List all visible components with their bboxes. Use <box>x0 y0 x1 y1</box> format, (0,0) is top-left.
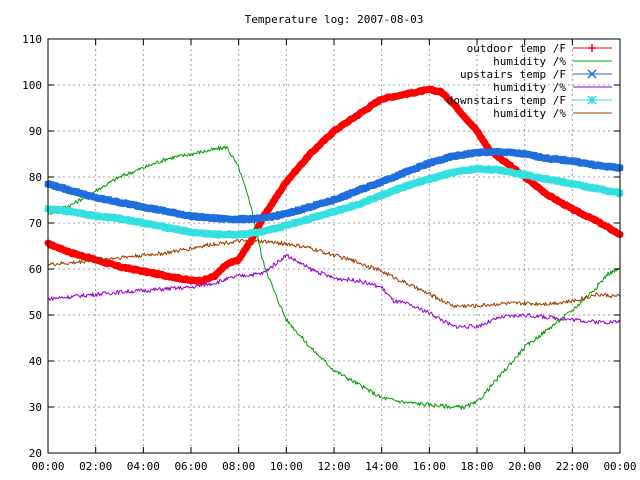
legend-label: downstairs temp /F <box>447 94 566 107</box>
legend-label: humidity /% <box>493 107 566 120</box>
legend-label: upstairs temp /F <box>460 68 566 81</box>
y-tick-label: 40 <box>29 355 42 368</box>
x-tick-label: 10:00 <box>270 460 303 473</box>
x-tick-label: 00:00 <box>31 460 64 473</box>
x-tick-label: 16:00 <box>413 460 446 473</box>
x-tick-label: 00:00 <box>603 460 636 473</box>
series-line-3 <box>47 254 621 329</box>
grid <box>48 39 620 453</box>
x-tick-label: 14:00 <box>365 460 398 473</box>
x-tick-label: 20:00 <box>508 460 541 473</box>
y-tick-label: 100 <box>22 79 42 92</box>
chart-title: Temperature log: 2007-08-03 <box>245 13 424 26</box>
legend-label: humidity /% <box>493 55 566 68</box>
legend-label: humidity /% <box>493 81 566 94</box>
x-tick-label: 02:00 <box>79 460 112 473</box>
legend-marker <box>588 44 596 52</box>
legend-marker <box>587 69 597 79</box>
y-tick-label: 80 <box>29 171 42 184</box>
x-tick-label: 12:00 <box>317 460 350 473</box>
y-tick-label: 50 <box>29 309 42 322</box>
x-tick-label: 18:00 <box>460 460 493 473</box>
series-line-1 <box>47 145 621 410</box>
x-tick-label: 04:00 <box>127 460 160 473</box>
legend-marker <box>587 95 597 105</box>
x-tick-label: 06:00 <box>174 460 207 473</box>
y-tick-label: 30 <box>29 401 42 414</box>
series-line-5 <box>47 238 621 309</box>
y-tick-label: 110 <box>22 33 42 46</box>
x-tick-label: 08:00 <box>222 460 255 473</box>
series-group <box>44 85 624 410</box>
axis-ticks: 20 30 40 50 60 70 80 90 100 110 00:00 02:00 04:00 06:… <box>22 33 636 473</box>
y-tick-label: 20 <box>29 447 42 460</box>
y-tick-label: 60 <box>29 263 42 276</box>
y-tick-label: 70 <box>29 217 42 230</box>
legend-label: outdoor temp /F <box>467 42 566 55</box>
x-tick-label: 22:00 <box>556 460 589 473</box>
y-tick-label: 90 <box>29 125 42 138</box>
